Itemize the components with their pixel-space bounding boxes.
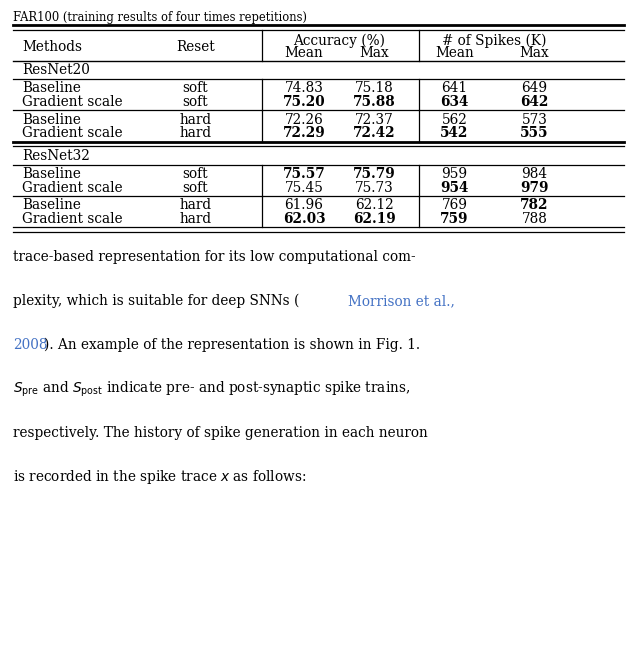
Text: 759: 759 [440,211,468,226]
Text: 788: 788 [522,211,547,226]
Text: Morrison et al.,: Morrison et al., [349,294,455,309]
Text: 72.29: 72.29 [283,126,325,140]
Text: 769: 769 [442,198,467,213]
Text: plexity, which is suitable for deep SNNs (​Morrison et al.,: plexity, which is suitable for deep SNNs… [13,294,406,309]
Text: Max: Max [360,45,389,60]
Text: soft: soft [182,167,208,182]
Text: Accuracy (%): Accuracy (%) [293,33,385,48]
Text: 75.57: 75.57 [283,167,325,182]
Text: ResNet32: ResNet32 [22,148,90,163]
Text: 555: 555 [520,126,548,140]
Text: 649: 649 [522,81,547,96]
Text: Gradient scale: Gradient scale [22,180,123,195]
Text: 984: 984 [522,167,547,182]
Text: 2008: 2008 [13,338,47,352]
Text: 72.26: 72.26 [285,112,323,127]
Text: Mean: Mean [285,45,323,60]
Text: 75.79: 75.79 [353,167,396,182]
Text: 782: 782 [520,198,548,213]
Text: Baseline: Baseline [22,198,81,213]
Text: 74.83: 74.83 [285,81,323,96]
Text: soft: soft [182,94,208,109]
Text: Methods: Methods [22,39,83,54]
Text: Baseline: Baseline [22,112,81,127]
Text: 75.45: 75.45 [285,180,323,195]
Text: 62.03: 62.03 [283,211,325,226]
Text: hard: hard [179,211,211,226]
Text: 634: 634 [440,94,468,109]
Text: is recorded in the spike trace $x$ as follows:: is recorded in the spike trace $x$ as fo… [13,467,306,486]
Text: soft: soft [182,81,208,96]
Text: 959: 959 [442,167,467,182]
Text: trace-based representation for its low computational com-: trace-based representation for its low c… [13,250,415,265]
Text: Baseline: Baseline [22,167,81,182]
Text: FAR100 (training results of four times repetitions): FAR100 (training results of four times r… [13,11,307,24]
Text: 62.12: 62.12 [355,198,394,213]
Text: $S_{\mathrm{pre}}$ and $S_{\mathrm{post}}$ indicate pre- and post-synaptic spike: $S_{\mathrm{pre}}$ and $S_{\mathrm{post}… [13,379,410,399]
Text: Reset: Reset [176,39,214,54]
Text: 542: 542 [440,126,468,140]
Text: ResNet20: ResNet20 [22,63,90,77]
Text: Baseline: Baseline [22,81,81,96]
Text: Max: Max [520,45,549,60]
Text: 954: 954 [440,180,468,195]
Text: 61.96: 61.96 [285,198,323,213]
Text: 72.42: 72.42 [353,126,396,140]
Text: ). An example of the representation is shown in Fig. 1.: ). An example of the representation is s… [44,338,420,352]
Text: hard: hard [179,112,211,127]
Text: 75.88: 75.88 [353,94,396,109]
Text: respectively. The history of spike generation in each neuron: respectively. The history of spike gener… [13,426,428,440]
Text: 641: 641 [442,81,467,96]
Text: # of Spikes (K): # of Spikes (K) [442,33,547,48]
Text: soft: soft [182,180,208,195]
Text: 75.73: 75.73 [355,180,394,195]
Text: 75.20: 75.20 [283,94,325,109]
Text: 573: 573 [522,112,547,127]
Text: Gradient scale: Gradient scale [22,126,123,140]
Text: 75.18: 75.18 [355,81,394,96]
Text: Gradient scale: Gradient scale [22,211,123,226]
Text: Mean: Mean [435,45,474,60]
Text: hard: hard [179,126,211,140]
Text: 562: 562 [442,112,467,127]
Text: 62.19: 62.19 [353,211,396,226]
Text: 72.37: 72.37 [355,112,394,127]
Text: hard: hard [179,198,211,213]
Text: Gradient scale: Gradient scale [22,94,123,109]
Text: 979: 979 [520,180,548,195]
Text: 642: 642 [520,94,548,109]
Text: plexity, which is suitable for deep SNNs (: plexity, which is suitable for deep SNNs… [13,294,299,309]
